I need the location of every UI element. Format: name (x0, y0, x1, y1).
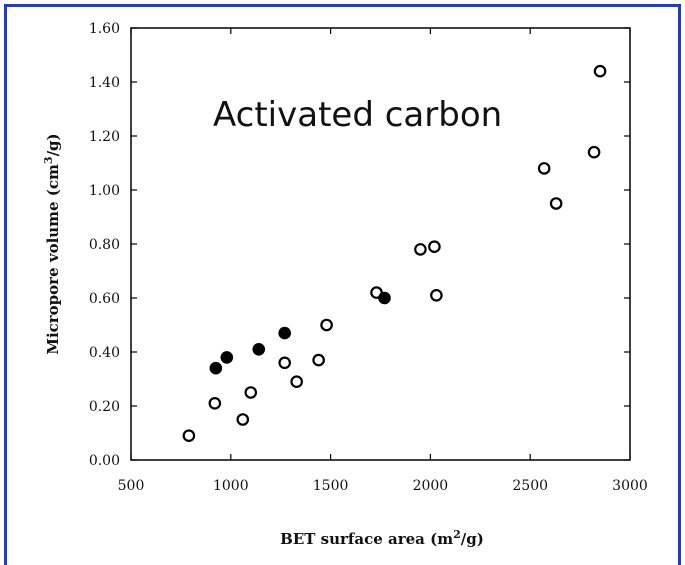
chart-annotation: Activated carbon (213, 95, 502, 135)
filled-data-point (252, 343, 266, 356)
open-data-point (290, 375, 303, 388)
open-data-point (208, 396, 222, 410)
y-axis-title: Micropore volume (cm3/g) (42, 133, 62, 354)
plot-border (130, 27, 631, 461)
data-points (182, 64, 607, 442)
x-tick-label: 2000 (413, 478, 449, 494)
x-tick-label: 1000 (213, 478, 249, 494)
y-tick-label: 1.20 (89, 129, 120, 145)
open-data-point (278, 356, 291, 370)
open-data-point (430, 288, 443, 302)
filled-data-point (278, 326, 291, 340)
open-data-point (593, 64, 607, 78)
open-data-point (428, 240, 441, 253)
open-data-point (236, 413, 250, 426)
x-axis-title: BET surface area (m2/g) (280, 528, 484, 548)
open-data-point (587, 145, 601, 159)
open-data-point (182, 429, 196, 442)
x-tick-label: 1500 (313, 478, 349, 494)
y-tick-label: 0.80 (89, 237, 120, 253)
y-tick-label: 1.40 (89, 75, 120, 91)
y-tick-label: 1.00 (89, 183, 120, 199)
filled-data-point (209, 361, 223, 375)
y-tick-label: 0.00 (89, 453, 120, 469)
y-tick-label: 0.20 (89, 399, 120, 415)
x-tick-label: 500 (118, 478, 145, 494)
open-data-point (537, 162, 551, 175)
open-data-point (414, 243, 427, 256)
filled-data-point (220, 351, 234, 364)
y-tick-label: 1.60 (89, 21, 120, 37)
open-data-point (549, 197, 563, 210)
figure-frame (4, 4, 681, 565)
plot-axes (130, 27, 631, 461)
x-tick-label: 2500 (512, 478, 548, 494)
x-tick-label: 3000 (612, 478, 648, 494)
axis-ticks: 500 1000 1500 2000 2500 3000 0.00 0.20 0.40 0.60 0… (89, 21, 648, 494)
open-data-point (320, 318, 333, 332)
y-tick-label: 0.40 (89, 345, 120, 361)
y-tick-label: 0.60 (89, 291, 120, 307)
filled-data-point (378, 291, 391, 305)
open-data-point (244, 386, 258, 399)
open-data-point (312, 353, 325, 367)
